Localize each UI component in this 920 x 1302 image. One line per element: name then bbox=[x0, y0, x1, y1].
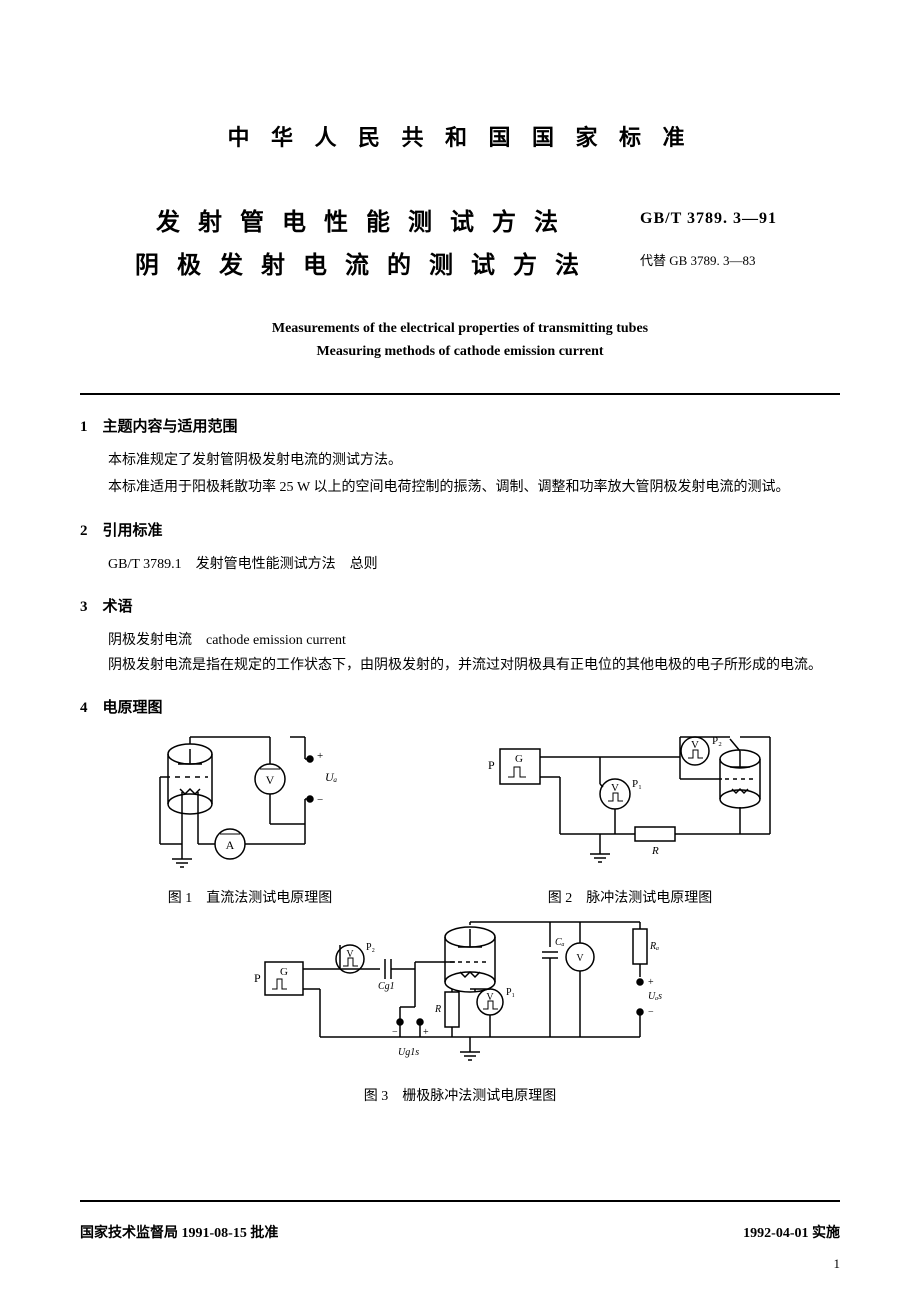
section-4-heading: 4 电原理图 bbox=[80, 696, 840, 717]
national-standard-header: 中 华 人 民 共 和 国 国 家 标 准 bbox=[80, 120, 840, 152]
footer: 国家技术监督局 1991-08-15 批准 1992-04-01 实施 bbox=[80, 1180, 840, 1242]
fig3-ca-label: Cₐ bbox=[555, 937, 565, 948]
english-title: Measurements of the electrical propertie… bbox=[80, 318, 840, 363]
english-title-line-2: Measuring methods of cathode emission cu… bbox=[80, 341, 840, 363]
figure-2: P G V V P₁ P₂ R 图 2 脉冲法测试电原理图 bbox=[480, 729, 780, 907]
section-2-heading: 2 引用标准 bbox=[80, 519, 840, 540]
section-1-heading: 1 主题内容与适用范围 bbox=[80, 415, 840, 436]
title-chinese: 发 射 管 电 性 能 测 试 方 法 阴 极 发 射 电 流 的 测 试 方 … bbox=[80, 202, 640, 288]
figure-3-svg: P G V P₂ Cg1 V P₁ R Cₐ V Rₐ + Uₐs − Ug1s… bbox=[250, 917, 670, 1077]
figure-1: V A Uₐ + − 图 1 直流法测试电原理图 bbox=[140, 729, 360, 907]
fig3-ug1s-label: Ug1s bbox=[398, 1047, 419, 1058]
fig3-p1-label: P₁ bbox=[506, 987, 515, 998]
section-3-p1: 阴极发射电流 cathode emission current bbox=[80, 628, 840, 653]
divider-top bbox=[80, 393, 840, 395]
figure-2-caption: 图 2 脉冲法测试电原理图 bbox=[480, 887, 780, 907]
fig3-ra-label: Rₐ bbox=[649, 941, 659, 952]
fig3-v3-label: V bbox=[576, 953, 584, 964]
section-2-p1: GB/T 3789.1 发射管电性能测试方法 总则 bbox=[80, 552, 840, 577]
fig2-v1-label: V bbox=[611, 782, 619, 794]
section-3-heading: 3 术语 bbox=[80, 595, 840, 616]
fig3-cg1-label: Cg1 bbox=[378, 981, 395, 992]
figure-1-caption: 图 1 直流法测试电原理图 bbox=[140, 887, 360, 907]
fig3-minus: − bbox=[648, 1007, 654, 1018]
fig1-ua-label: Uₐ bbox=[325, 770, 338, 784]
figures-row-1: V A Uₐ + − 图 1 直流法测试电原理图 bbox=[80, 729, 840, 907]
fig3-v1-label: V bbox=[486, 992, 494, 1003]
section-3-p2: 阴极发射电流是指在规定的工作状态下，由阴极发射的，并流过对阴极具有正电位的其他电… bbox=[80, 653, 840, 678]
figure-2-svg: P G V V P₁ P₂ R bbox=[480, 729, 780, 879]
footer-effective: 1992-04-01 实施 bbox=[743, 1222, 840, 1242]
fig3-p-label: P bbox=[254, 971, 261, 985]
fig3-p2-label: P₂ bbox=[366, 942, 375, 953]
fig3-plus2: + bbox=[423, 1027, 429, 1038]
section-1-p1: 本标准规定了发射管阴极发射电流的测试方法。 bbox=[80, 448, 840, 473]
fig2-p1-label: P₁ bbox=[632, 778, 642, 790]
page-number: 1 bbox=[834, 1256, 841, 1272]
english-title-line-1: Measurements of the electrical propertie… bbox=[80, 318, 840, 340]
fig2-r-label: R bbox=[651, 845, 659, 857]
fig1-v-label: V bbox=[266, 773, 275, 787]
fig3-v2-label: V bbox=[346, 949, 354, 960]
title-line-1: 发 射 管 电 性 能 测 试 方 法 bbox=[80, 202, 640, 245]
fig2-p-label: P bbox=[488, 758, 495, 772]
fig1-minus: − bbox=[317, 794, 323, 806]
fig2-v2-label: V bbox=[691, 739, 699, 751]
title-line-2: 阴 极 发 射 电 流 的 测 试 方 法 bbox=[80, 245, 640, 288]
title-codes: GB/T 3789. 3—91 代替 GB 3789. 3—83 bbox=[640, 202, 840, 269]
section-1-p2: 本标准适用于阳极耗散功率 25 W 以上的空间电荷控制的振荡、调制、调整和功率放… bbox=[80, 475, 840, 500]
fig2-g-label: G bbox=[515, 753, 523, 765]
standard-code: GB/T 3789. 3—91 bbox=[640, 210, 840, 228]
fig1-a-label: A bbox=[226, 838, 235, 852]
fig3-uas-label: Uₐs bbox=[648, 991, 662, 1002]
fig3-g-label: G bbox=[280, 966, 288, 978]
divider-bottom bbox=[80, 1200, 840, 1202]
title-block: 发 射 管 电 性 能 测 试 方 法 阴 极 发 射 电 流 的 测 试 方 … bbox=[80, 202, 840, 288]
figure-3: P G V P₂ Cg1 V P₁ R Cₐ V Rₐ + Uₐs − Ug1s… bbox=[80, 917, 840, 1105]
footer-approved: 国家技术监督局 1991-08-15 批准 bbox=[80, 1222, 278, 1242]
fig3-minus2: − bbox=[392, 1027, 398, 1038]
fig2-p2-label: P₂ bbox=[712, 735, 722, 747]
figure-3-caption: 图 3 栅极脉冲法测试电原理图 bbox=[80, 1085, 840, 1105]
fig1-plus: + bbox=[317, 750, 323, 762]
figure-1-svg: V A Uₐ + − bbox=[140, 729, 360, 879]
replaces-code: 代替 GB 3789. 3—83 bbox=[640, 250, 840, 269]
fig3-plus: + bbox=[648, 977, 654, 988]
fig3-r-label: R bbox=[434, 1004, 441, 1015]
